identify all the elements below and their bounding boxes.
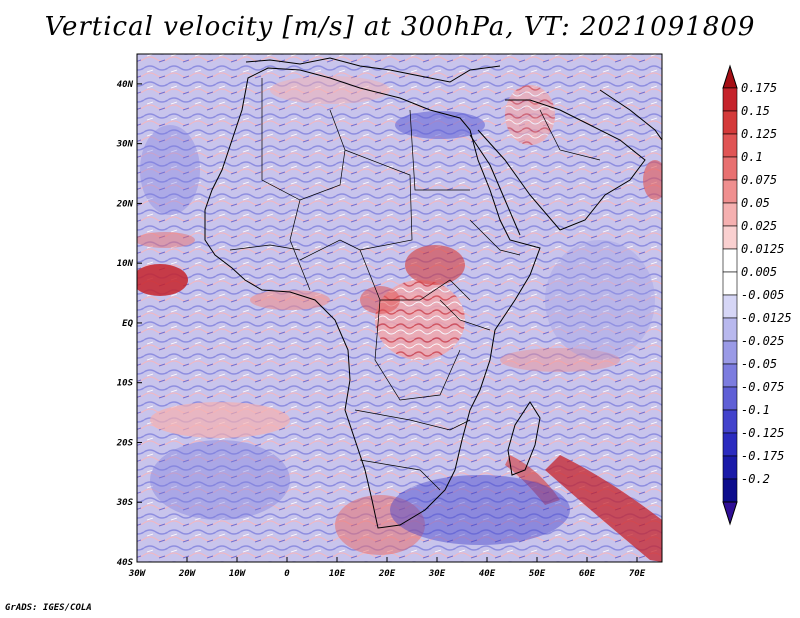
lon-tick-label: 20E xyxy=(378,569,396,579)
colorbar-segment xyxy=(722,133,738,158)
lon-tick-label: 40E xyxy=(479,569,496,579)
colorbar-segment xyxy=(722,455,738,480)
lon-tick-label: 20W xyxy=(178,569,197,579)
coastlines xyxy=(204,57,662,529)
lat-tick-label: 40N xyxy=(117,80,134,90)
colorbar-segment xyxy=(722,432,738,457)
lon-tick-label: 30E xyxy=(428,569,446,579)
lat-tick-label: 30N xyxy=(116,140,134,150)
colorbar-segment xyxy=(722,225,738,250)
lon-tick-label: 30W xyxy=(128,569,147,579)
colorbar-segment xyxy=(722,340,738,365)
colorbar-segment xyxy=(722,248,738,273)
lat-tick-label: EQ xyxy=(122,319,133,329)
map-frame xyxy=(136,53,663,563)
lat-tick-label: 20N xyxy=(116,199,134,209)
colorbar-label: 0.175 xyxy=(741,81,777,95)
lon-tick-label: 10E xyxy=(329,569,346,579)
lat-tick-label: 20S xyxy=(116,438,134,448)
lon-tick-label: 0 xyxy=(284,569,290,579)
colorbar-label: -0.0125 xyxy=(741,311,792,325)
vertical-velocity-field xyxy=(137,54,662,562)
colorbar-label: 0.15 xyxy=(741,104,770,118)
country-borders xyxy=(229,78,601,491)
colorbar-segment xyxy=(722,271,738,296)
lat-tick-label: 10N xyxy=(117,259,134,269)
colorbar-segment xyxy=(722,363,738,388)
colorbar-label: -0.05 xyxy=(741,357,777,371)
latitude-axis: 40N 30N 20N 10N EQ 10S 20S 30S 40S xyxy=(116,80,142,568)
colorbar-segment xyxy=(722,386,738,411)
colorbar-segment xyxy=(722,87,738,112)
colorbar-top-arrow xyxy=(722,64,738,89)
colorbar-segment xyxy=(722,202,738,227)
colorbar-label: -0.125 xyxy=(741,426,784,440)
map-title: Vertical velocity [m/s] at 300hPa, VT: 2… xyxy=(44,12,756,42)
colorbar-segment xyxy=(722,156,738,181)
colorbar-segment xyxy=(722,409,738,434)
colorbar-label: -0.075 xyxy=(741,380,784,394)
colorbar-label: 0.05 xyxy=(741,196,770,210)
colorbar-label: -0.025 xyxy=(741,334,784,348)
lon-tick-label: 10W xyxy=(229,569,247,579)
lon-tick-label: 50E xyxy=(529,569,546,579)
lon-tick-label: 70E xyxy=(629,569,646,579)
colorbar-label: 0.075 xyxy=(741,173,777,187)
lon-tick-label: 60E xyxy=(579,569,596,579)
colorbar-label: 0.125 xyxy=(741,127,777,141)
colorbar-segment xyxy=(722,110,738,135)
colorbar-bottom-arrow xyxy=(722,501,738,526)
longitude-axis: 30W 20W 10W 0 10E 20E 30E 40E 50E 60E 70E xyxy=(128,557,646,579)
colorbar-label: -0.2 xyxy=(741,472,770,486)
lat-tick-label: 30S xyxy=(116,498,134,508)
colorbar-label: -0.005 xyxy=(741,288,784,302)
colorbar-segment xyxy=(722,317,738,342)
colorbar: 0.175 0.15 0.125 0.1 0.075 0.05 0.025 0.0125 0.0… xyxy=(722,64,792,526)
lat-tick-label: 40S xyxy=(117,558,134,568)
colorbar-label: 0.005 xyxy=(741,265,777,279)
grads-credit: GrADS: IGES/COLA xyxy=(5,603,92,613)
colorbar-label: -0.175 xyxy=(741,449,784,463)
lat-tick-label: 10S xyxy=(117,379,134,389)
colorbar-label: -0.1 xyxy=(741,403,770,417)
colorbar-segment xyxy=(722,478,738,503)
colorbar-label: 0.1 xyxy=(741,150,763,164)
colorbar-segment xyxy=(722,179,738,204)
colorbar-segment xyxy=(722,294,738,319)
colorbar-label: 0.025 xyxy=(741,219,777,233)
colorbar-label: 0.0125 xyxy=(741,242,784,256)
